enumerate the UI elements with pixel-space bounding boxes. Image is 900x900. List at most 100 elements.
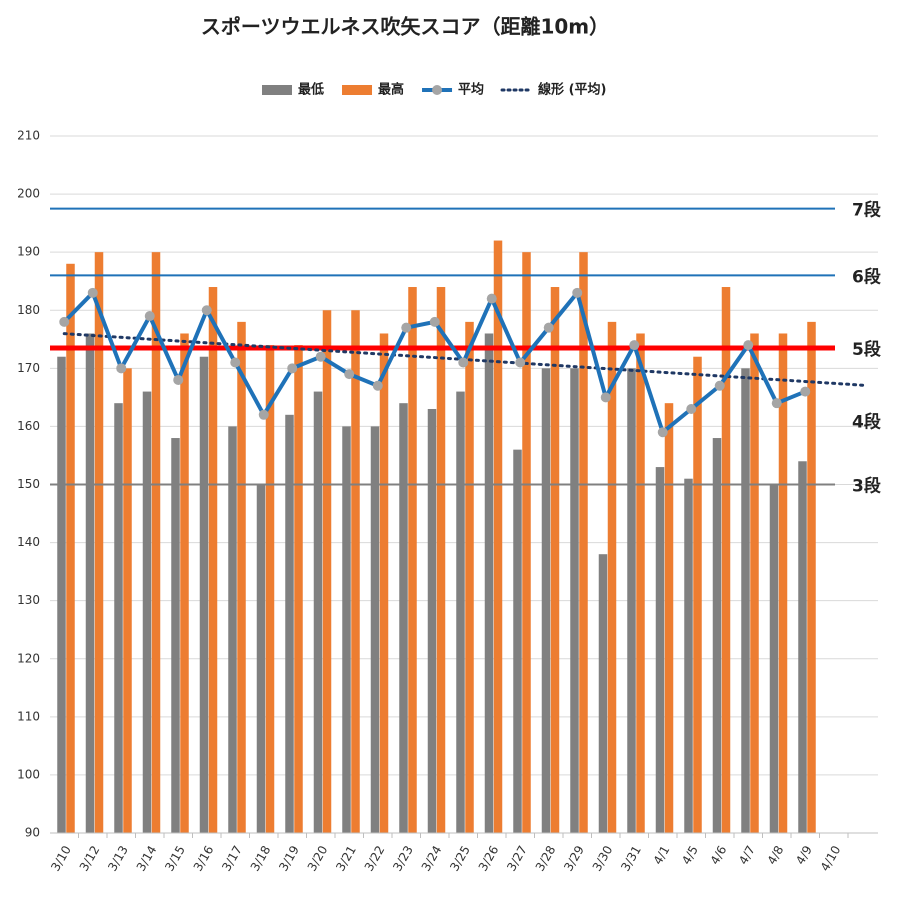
average-marker bbox=[629, 340, 640, 351]
legend-swatch bbox=[262, 85, 292, 95]
average-marker bbox=[144, 311, 155, 322]
legend-swatch bbox=[342, 85, 373, 95]
x-tick-label: 4/1 bbox=[651, 843, 673, 867]
chart-title: スポーツウエルネス吹矢スコア（距離10m） bbox=[201, 15, 609, 39]
x-tick-label: 3/14 bbox=[134, 843, 160, 873]
bar bbox=[493, 240, 503, 834]
bar bbox=[798, 461, 807, 833]
bar bbox=[465, 321, 474, 833]
y-tick-label: 180 bbox=[17, 303, 40, 317]
bar bbox=[228, 426, 237, 833]
bar bbox=[598, 554, 608, 833]
average-marker bbox=[429, 316, 440, 327]
bar bbox=[684, 478, 693, 833]
x-tick-label: 3/10 bbox=[48, 843, 74, 873]
x-tick-label: 3/16 bbox=[191, 843, 217, 873]
x-tick-label: 4/5 bbox=[679, 843, 701, 867]
bar bbox=[636, 333, 645, 833]
bar bbox=[237, 321, 246, 833]
bar bbox=[513, 449, 522, 833]
y-tick-label: 210 bbox=[17, 129, 40, 143]
legend-label: 線形 (平均) bbox=[538, 82, 606, 98]
average-marker bbox=[743, 340, 754, 351]
reference-label: 5段 bbox=[852, 339, 881, 360]
bar bbox=[522, 252, 531, 833]
x-tick-label: 3/17 bbox=[219, 843, 245, 873]
average-marker bbox=[543, 322, 554, 333]
bar bbox=[294, 345, 303, 833]
y-tick-label: 100 bbox=[17, 767, 40, 781]
y-tick-label: 120 bbox=[17, 651, 40, 665]
legend-item: 最高 bbox=[342, 82, 404, 98]
reference-label: 4段 bbox=[852, 412, 881, 433]
y-tick-label: 140 bbox=[17, 535, 40, 549]
bar bbox=[664, 403, 674, 833]
bar bbox=[627, 368, 636, 833]
x-tick-label: 4/8 bbox=[765, 843, 787, 867]
y-tick-label: 130 bbox=[17, 593, 40, 607]
bar bbox=[456, 391, 465, 833]
legend-item: 線形 (平均) bbox=[500, 82, 606, 98]
bar bbox=[94, 252, 104, 833]
bar bbox=[171, 438, 180, 833]
x-tick-label: 4/10 bbox=[818, 843, 844, 873]
average-marker bbox=[714, 380, 725, 391]
average-marker bbox=[59, 316, 70, 327]
bar bbox=[541, 368, 551, 833]
y-tick-label: 170 bbox=[17, 361, 40, 375]
bar bbox=[807, 321, 816, 833]
bar bbox=[550, 287, 560, 833]
x-tick-label: 3/25 bbox=[447, 843, 473, 873]
average-marker bbox=[515, 357, 526, 368]
x-tick-label: 3/30 bbox=[590, 843, 616, 873]
bar bbox=[655, 467, 665, 833]
y-tick-label: 90 bbox=[25, 826, 40, 840]
bar bbox=[199, 356, 209, 833]
average-marker bbox=[315, 351, 326, 362]
average-marker bbox=[87, 287, 98, 298]
x-tick-label: 3/20 bbox=[305, 843, 331, 873]
bar bbox=[769, 484, 779, 833]
legend-label: 平均 bbox=[458, 82, 484, 98]
bar bbox=[750, 333, 759, 833]
average-marker bbox=[771, 398, 782, 409]
bar bbox=[379, 333, 389, 833]
y-tick-label: 110 bbox=[17, 709, 40, 723]
reference-label: 6段 bbox=[852, 266, 881, 287]
bar bbox=[427, 408, 437, 833]
bar bbox=[399, 403, 408, 833]
x-tick-label: 3/24 bbox=[419, 843, 445, 873]
bar bbox=[256, 484, 266, 833]
bar bbox=[693, 356, 702, 833]
bar bbox=[778, 333, 788, 833]
x-tick-label: 3/18 bbox=[248, 843, 274, 873]
y-tick-label: 200 bbox=[17, 187, 40, 201]
bar bbox=[342, 426, 351, 833]
x-tick-label: 3/13 bbox=[105, 843, 131, 873]
average-marker bbox=[116, 363, 127, 374]
average-marker bbox=[686, 403, 697, 414]
bar bbox=[313, 391, 323, 833]
bar bbox=[208, 287, 218, 833]
bar bbox=[408, 287, 417, 833]
bar bbox=[370, 426, 380, 833]
bar bbox=[721, 287, 731, 833]
bar bbox=[351, 310, 360, 833]
bar bbox=[436, 287, 446, 833]
average-marker bbox=[657, 427, 668, 438]
reference-label: 3段 bbox=[852, 476, 881, 497]
average-marker bbox=[572, 287, 583, 298]
x-tick-label: 4/7 bbox=[736, 843, 758, 867]
bar bbox=[579, 252, 588, 833]
x-tick-label: 3/15 bbox=[162, 843, 188, 873]
average-marker bbox=[372, 380, 383, 391]
bar bbox=[142, 391, 152, 833]
bar bbox=[180, 333, 189, 833]
bar bbox=[712, 438, 722, 833]
bar bbox=[66, 263, 75, 833]
x-tick-label: 3/27 bbox=[504, 843, 530, 873]
average-marker bbox=[173, 374, 184, 385]
legend-item: 平均 bbox=[422, 82, 484, 98]
x-tick-label: 3/26 bbox=[476, 843, 502, 873]
